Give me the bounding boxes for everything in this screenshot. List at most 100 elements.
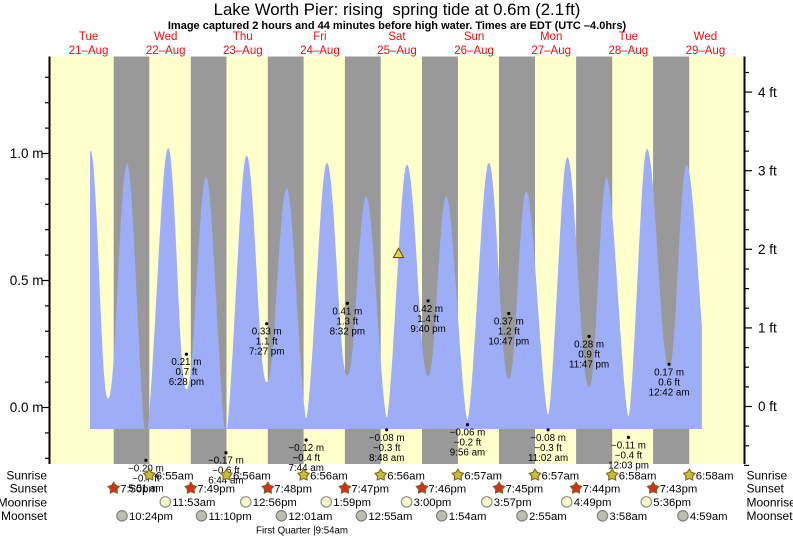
svg-text:Sunrise: Sunrise bbox=[747, 469, 788, 483]
svg-text:6:57am: 6:57am bbox=[542, 470, 580, 482]
svg-text:4:49pm: 4:49pm bbox=[574, 497, 612, 509]
svg-text:4 ft: 4 ft bbox=[758, 85, 777, 100]
svg-text:1:59pm: 1:59pm bbox=[333, 497, 371, 509]
svg-text:0.6 ft: 0.6 ft bbox=[658, 377, 680, 388]
svg-text:0 ft: 0 ft bbox=[758, 399, 777, 414]
svg-text:6:56am: 6:56am bbox=[233, 470, 271, 482]
svg-text:1.3 ft: 1.3 ft bbox=[336, 316, 358, 327]
svg-text:Moonset: Moonset bbox=[1, 509, 48, 523]
svg-text:0.7 ft: 0.7 ft bbox=[176, 367, 198, 378]
svg-text:0.0 m: 0.0 m bbox=[10, 400, 44, 415]
svg-text:Moonrise: Moonrise bbox=[0, 495, 47, 509]
svg-text:6:58am: 6:58am bbox=[696, 470, 734, 482]
svg-text:First Quarter |9:54am: First Quarter |9:54am bbox=[256, 526, 348, 537]
svg-text:8:32 pm: 8:32 pm bbox=[330, 326, 365, 337]
svg-text:0.37 m: 0.37 m bbox=[494, 317, 524, 328]
svg-text:Wed: Wed bbox=[154, 31, 177, 43]
svg-text:24–Aug: 24–Aug bbox=[300, 45, 340, 57]
svg-text:4:59am: 4:59am bbox=[690, 511, 728, 523]
svg-text:3:58am: 3:58am bbox=[610, 511, 648, 523]
svg-text:0.33 m: 0.33 m bbox=[252, 327, 282, 338]
svg-text:10:24pm: 10:24pm bbox=[129, 511, 173, 523]
svg-text:26–Aug: 26–Aug bbox=[454, 45, 494, 57]
svg-text:11:47 pm: 11:47 pm bbox=[569, 359, 609, 370]
svg-text:Sunset: Sunset bbox=[747, 482, 785, 496]
svg-text:6:28 pm: 6:28 pm bbox=[169, 377, 204, 388]
svg-text:29–Aug: 29–Aug bbox=[686, 45, 726, 57]
svg-text:7:49pm: 7:49pm bbox=[197, 483, 235, 495]
svg-text:12:56pm: 12:56pm bbox=[253, 497, 297, 509]
svg-text:0.21 m: 0.21 m bbox=[171, 357, 201, 368]
svg-text:3 ft: 3 ft bbox=[758, 163, 777, 178]
svg-text:Moonset: Moonset bbox=[747, 509, 793, 523]
svg-text:0.17 m: 0.17 m bbox=[654, 367, 684, 378]
svg-text:12:55am: 12:55am bbox=[368, 511, 412, 523]
svg-text:21–Aug: 21–Aug bbox=[69, 45, 109, 57]
svg-text:3:00pm: 3:00pm bbox=[414, 497, 452, 509]
svg-text:7:43pm: 7:43pm bbox=[660, 483, 698, 495]
svg-text:9:40 pm: 9:40 pm bbox=[410, 324, 445, 335]
svg-text:8:48 am: 8:48 am bbox=[369, 453, 404, 464]
svg-text:12:01am: 12:01am bbox=[288, 511, 332, 523]
svg-text:−0.17 m: −0.17 m bbox=[208, 456, 244, 467]
svg-text:1 ft: 1 ft bbox=[758, 321, 777, 336]
svg-text:Sunrise: Sunrise bbox=[6, 469, 47, 483]
svg-text:1:54am: 1:54am bbox=[449, 511, 487, 523]
svg-text:6:56am: 6:56am bbox=[310, 470, 348, 482]
svg-text:−0.12 m: −0.12 m bbox=[288, 443, 324, 454]
svg-text:−0.2 ft: −0.2 ft bbox=[454, 438, 482, 449]
svg-text:0.42 m: 0.42 m bbox=[413, 304, 443, 315]
svg-text:Sunset: Sunset bbox=[10, 482, 48, 496]
svg-text:22–Aug: 22–Aug bbox=[146, 45, 186, 57]
svg-text:Moonrise: Moonrise bbox=[747, 495, 793, 509]
svg-text:11:10pm: 11:10pm bbox=[209, 511, 252, 523]
svg-text:6:58am: 6:58am bbox=[619, 470, 657, 482]
svg-text:7:47pm: 7:47pm bbox=[351, 483, 389, 495]
svg-text:−0.4 ft: −0.4 ft bbox=[292, 453, 320, 464]
svg-text:6:56am: 6:56am bbox=[387, 470, 425, 482]
svg-text:27–Aug: 27–Aug bbox=[531, 45, 571, 57]
svg-text:Lake Worth Pier: rising sprin: Lake Worth Pier: rising spring tide at 0… bbox=[214, 0, 581, 19]
svg-text:2:55am: 2:55am bbox=[529, 511, 567, 523]
svg-text:Sat: Sat bbox=[388, 31, 406, 43]
svg-text:28–Aug: 28–Aug bbox=[608, 45, 648, 57]
svg-text:Mon: Mon bbox=[540, 31, 562, 43]
svg-text:Image captured 2 hours and 44: Image captured 2 hours and 44 minutes be… bbox=[168, 20, 627, 32]
svg-text:−0.3 ft: −0.3 ft bbox=[373, 443, 401, 454]
svg-text:Tue: Tue bbox=[79, 31, 98, 43]
svg-text:1.1 ft: 1.1 ft bbox=[256, 337, 278, 348]
svg-text:1.2 ft: 1.2 ft bbox=[498, 327, 520, 338]
svg-text:Tue: Tue bbox=[619, 31, 638, 43]
svg-text:7:27 pm: 7:27 pm bbox=[249, 347, 284, 358]
svg-text:7:48pm: 7:48pm bbox=[274, 483, 312, 495]
svg-text:7:50pm: 7:50pm bbox=[120, 483, 158, 495]
svg-text:7:46pm: 7:46pm bbox=[429, 483, 467, 495]
svg-text:−0.06 m: −0.06 m bbox=[450, 428, 486, 439]
svg-text:−0.20 m: −0.20 m bbox=[128, 463, 164, 474]
svg-text:1.4 ft: 1.4 ft bbox=[417, 314, 439, 325]
svg-text:3:57pm: 3:57pm bbox=[494, 497, 532, 509]
svg-text:1.0 m: 1.0 m bbox=[10, 146, 44, 161]
svg-text:0.41 m: 0.41 m bbox=[332, 306, 362, 317]
svg-text:Fri: Fri bbox=[313, 31, 326, 43]
svg-text:6:44 am: 6:44 am bbox=[208, 476, 243, 487]
svg-text:Thu: Thu bbox=[233, 31, 253, 43]
svg-text:−0.08 m: −0.08 m bbox=[530, 433, 566, 444]
svg-text:7:44pm: 7:44pm bbox=[583, 483, 621, 495]
svg-text:5:36pm: 5:36pm bbox=[653, 497, 691, 509]
svg-text:10:47 pm: 10:47 pm bbox=[488, 337, 529, 348]
svg-text:Wed: Wed bbox=[694, 31, 717, 43]
svg-text:23–Aug: 23–Aug bbox=[223, 45, 263, 57]
svg-text:11:02 am: 11:02 am bbox=[528, 453, 568, 464]
svg-text:5:51 am: 5:51 am bbox=[128, 483, 163, 494]
svg-text:7:45pm: 7:45pm bbox=[506, 483, 544, 495]
svg-text:0.9 ft: 0.9 ft bbox=[578, 349, 600, 360]
svg-text:9:56 am: 9:56 am bbox=[450, 448, 485, 459]
svg-text:12:42 am: 12:42 am bbox=[649, 387, 690, 398]
svg-text:7:44 am: 7:44 am bbox=[288, 463, 323, 474]
svg-text:2 ft: 2 ft bbox=[758, 242, 777, 257]
svg-text:6:57am: 6:57am bbox=[464, 470, 502, 482]
svg-text:6:55am: 6:55am bbox=[156, 470, 194, 482]
svg-text:−0.4 ft: −0.4 ft bbox=[615, 450, 643, 461]
svg-text:−0.11 m: −0.11 m bbox=[611, 440, 646, 451]
